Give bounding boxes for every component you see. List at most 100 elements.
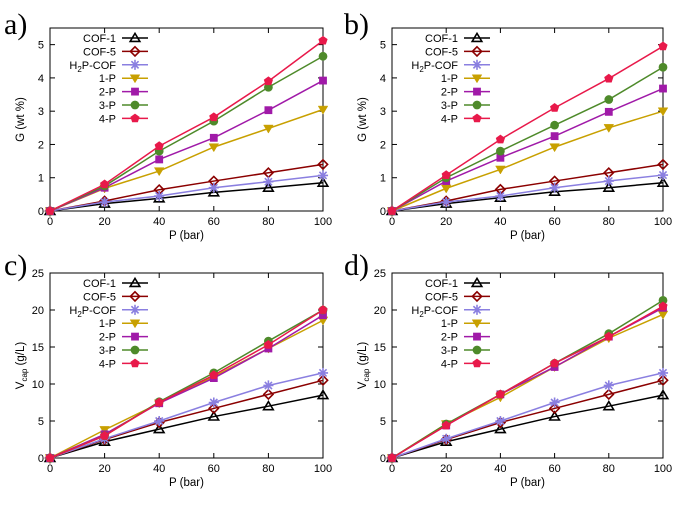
x-axis-label: P (bar): [510, 230, 545, 242]
legend-marker: [130, 100, 140, 110]
panel-letter: c): [4, 249, 27, 282]
series-line-cof-1: [391, 181, 664, 212]
legend-marker: [473, 332, 481, 341]
y-axis-label: Vcap (g/L): [15, 342, 29, 390]
plot-frame: [391, 272, 664, 459]
legend-label: 1-P: [441, 73, 458, 85]
legend-label-base: 2-P: [441, 332, 458, 344]
data-point-cof-1: [494, 191, 507, 202]
data-point-4-p: [318, 305, 328, 314]
y-tick-label: 15: [374, 342, 386, 354]
data-point-4-p: [604, 73, 614, 83]
y-tick-label: 3: [38, 106, 44, 118]
y-axis-label: G (wt %): [15, 97, 27, 142]
panel-letter: b): [344, 8, 369, 41]
data-point-3-p: [604, 95, 614, 104]
data-point-cof-5: [657, 158, 669, 171]
legend-label-base: COF-1: [83, 278, 116, 290]
data-point-h2p-cof: [441, 196, 452, 208]
data-point-2-p: [155, 155, 164, 164]
y-axis-label-unit: (g/L): [357, 342, 369, 369]
data-point-h2p-cof: [657, 170, 669, 181]
legend-marker: [129, 74, 141, 84]
legend-marker: [130, 113, 140, 123]
y-tick-label: 20: [32, 305, 44, 317]
y-axis-label: Vcap (g/L): [357, 342, 371, 390]
data-point-3-p: [318, 51, 328, 61]
legend-label: 1-P: [99, 73, 116, 85]
legend-label-base: 4-P: [441, 358, 458, 370]
data-point-h2p-cof: [495, 190, 506, 202]
data-point-cof-1: [494, 422, 507, 434]
legend-label: COF-5: [83, 291, 116, 303]
legend-label: 4-P: [99, 113, 116, 125]
x-tick-label: 40: [494, 463, 506, 475]
y-tick-label: 5: [38, 416, 44, 428]
data-point-cof-1: [656, 388, 670, 400]
data-point-2-p: [550, 132, 559, 141]
data-point-4-p: [387, 453, 397, 462]
legend-marker: [129, 319, 141, 329]
legend-marker: [130, 358, 140, 368]
legend-label-base: 1-P: [99, 73, 116, 85]
x-tick-label: 100: [314, 216, 332, 228]
legend-label-base: H: [411, 60, 419, 72]
legend-label-base: COF-1: [425, 278, 458, 290]
data-point-cof-1: [316, 388, 330, 400]
y-tick-label: 25: [32, 268, 44, 280]
legend-label: 4-P: [99, 358, 116, 370]
x-tick-label: 20: [440, 216, 452, 228]
legend-marker: [473, 87, 481, 96]
y-tick-label: 0: [38, 453, 44, 465]
data-point-4-p: [495, 134, 505, 144]
x-tick-label: 0: [389, 463, 395, 475]
legend-label-base: 2-P: [441, 87, 458, 99]
data-point-1-p: [263, 124, 274, 134]
x-tick-label: 20: [440, 463, 452, 475]
y-tick-label: 2: [38, 139, 44, 151]
x-tick-label: 100: [654, 216, 672, 228]
legend-label-rest: P-COF: [424, 305, 459, 317]
legend-marker: [129, 59, 141, 70]
data-point-h2p-cof: [154, 415, 165, 427]
data-point-4-p: [209, 112, 219, 122]
legend-label: COF-1: [83, 278, 116, 290]
legend-label: 1-P: [99, 318, 116, 330]
legend-marker: [471, 319, 483, 329]
y-axis-label-sub: cap: [362, 368, 371, 381]
data-point-4-p: [441, 170, 451, 179]
data-point-cof-1: [262, 181, 275, 192]
data-point-cof-1: [602, 400, 616, 411]
data-point-h2p-cof: [263, 176, 274, 187]
legend-label: 3-P: [441, 100, 458, 112]
chart-panel-2: b) 0 20 40 60 80 100 0 1 2 3 4 5 P (bar) G (wt %) COF-1…: [344, 8, 672, 242]
legend-label: COF-1: [83, 33, 116, 45]
series-line-h2p-cof: [391, 174, 664, 212]
data-point-cof-1: [152, 422, 166, 434]
legend-label: 3-P: [99, 100, 116, 112]
legend-label: 3-P: [441, 345, 458, 357]
data-point-h2p-cof: [441, 433, 452, 444]
series-line-2-p: [49, 314, 324, 459]
data-point-1-p: [153, 167, 165, 177]
x-axis-label: P (bar): [169, 230, 204, 242]
y-tick-label: 20: [374, 305, 386, 317]
data-point-h2p-cof: [99, 196, 110, 208]
x-tick-label: 60: [548, 216, 560, 228]
data-point-h2p-cof: [549, 397, 560, 408]
legend-label-base: COF-5: [425, 46, 458, 58]
legend-marker: [131, 332, 139, 341]
legend-label-base: 3-P: [441, 345, 458, 357]
legend-marker: [470, 31, 484, 43]
legend-label-base: 4-P: [441, 113, 458, 125]
series-line-cof-1: [49, 181, 324, 212]
data-point-cof-5: [603, 388, 615, 401]
series-line-3-p: [49, 55, 324, 212]
data-point-2-p: [264, 106, 273, 115]
legend-label-base: COF-5: [83, 291, 116, 303]
legend-label: H2P-COF: [69, 305, 116, 319]
data-point-cof-5: [548, 402, 561, 415]
data-point-3-p: [658, 296, 668, 305]
data-point-4-p: [604, 331, 614, 341]
